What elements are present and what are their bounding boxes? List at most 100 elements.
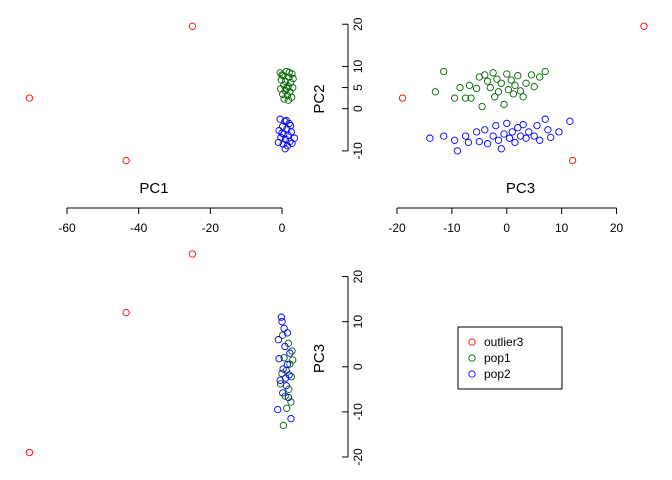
point-pop1: [516, 87, 525, 95]
point-pop1: [527, 71, 536, 79]
point-pop1: [287, 373, 295, 381]
point-pop1: [494, 88, 503, 96]
point-pop2: [544, 126, 552, 134]
point-pop2: [288, 139, 296, 147]
point-outlier3: [188, 22, 197, 30]
point-pop1: [486, 83, 494, 92]
point-pop1: [536, 73, 544, 81]
point-pop1: [284, 96, 293, 104]
legend-box: [457, 326, 563, 390]
x-tick-label: -40: [130, 221, 148, 235]
point-pop2: [279, 389, 287, 397]
point-pop1: [503, 70, 511, 78]
point-pop2: [283, 360, 292, 369]
point-pop2: [519, 121, 527, 129]
point-pop2: [286, 349, 294, 357]
point-pop1: [461, 94, 470, 102]
x-axis-title: PC3: [506, 180, 535, 197]
point-pop2: [281, 117, 289, 125]
point-pop2: [547, 133, 555, 142]
point-pop2: [489, 132, 497, 140]
point-pop1: [514, 72, 522, 80]
point-pop1: [431, 88, 440, 96]
point-pop2: [503, 119, 511, 128]
point-pop1: [278, 71, 286, 79]
legend-marker-outlier3: [468, 338, 476, 346]
point-pop2: [481, 126, 489, 134]
point-pop1: [456, 83, 464, 92]
x-tick-label: 0: [279, 221, 286, 235]
point-pop2: [453, 147, 462, 155]
y-tick-label: -20: [351, 448, 365, 466]
point-pop1: [281, 86, 289, 95]
point-pop1: [500, 100, 508, 109]
y-tick-label: 10: [351, 59, 365, 73]
point-outlier3: [122, 308, 130, 317]
point-pop1: [472, 84, 481, 93]
point-pop2: [277, 313, 285, 321]
legend-marker-pop2: [468, 370, 476, 378]
point-pop1: [278, 369, 286, 378]
y-tick-label: 0: [351, 105, 365, 112]
x-tick-label: -10: [443, 221, 461, 235]
point-pop2: [555, 128, 563, 136]
point-pop2: [461, 132, 470, 140]
point-pop1: [289, 356, 297, 364]
point-outlier3: [398, 94, 407, 102]
point-pop2: [497, 145, 505, 153]
point-pop2: [286, 121, 295, 130]
x-tick-label: -60: [58, 221, 76, 235]
point-pop2: [279, 365, 287, 373]
point-outlier3: [188, 250, 197, 258]
point-pop2: [536, 136, 544, 144]
legend-label: outlier3: [484, 335, 524, 349]
x-tick-label: 20: [610, 221, 624, 235]
point-pop2: [278, 318, 286, 326]
y-tick-label: 0: [351, 363, 365, 370]
point-pop1: [481, 71, 489, 79]
legend-marker-pop1: [468, 354, 476, 362]
point-pop2: [287, 415, 295, 423]
point-pop1: [519, 93, 527, 101]
point-pop1: [440, 67, 448, 76]
y-tick-label: 20: [351, 17, 365, 31]
point-outlier3: [122, 156, 130, 165]
legend-label: pop2: [484, 367, 511, 381]
point-pop1: [491, 93, 499, 101]
point-pop1: [279, 331, 287, 339]
point-pop1: [478, 102, 486, 111]
point-pop2: [286, 137, 294, 146]
y-tick-label: -10: [351, 142, 365, 160]
y-tick-label: -10: [351, 403, 365, 421]
x-tick-label: -20: [202, 221, 220, 235]
y-tick-label: 5: [351, 84, 365, 91]
point-pop2: [530, 132, 538, 140]
point-pop1: [504, 86, 513, 94]
point-pop1: [467, 94, 475, 102]
y-tick-label: 10: [351, 315, 365, 329]
point-pop2: [494, 136, 503, 144]
point-pop2: [274, 336, 283, 344]
point-pop2: [440, 132, 448, 140]
point-pop1: [280, 95, 288, 103]
point-pop1: [507, 76, 515, 84]
point-pop1: [530, 83, 538, 91]
point-pop1: [289, 75, 297, 83]
point-pop2: [279, 122, 287, 131]
y-axis-title: PC3: [311, 344, 328, 373]
point-pop2: [514, 124, 522, 132]
point-pop2: [279, 140, 287, 148]
point-pop2: [525, 128, 533, 136]
point-pop2: [274, 405, 282, 414]
point-pop2: [508, 128, 516, 136]
point-pop2: [500, 130, 508, 138]
point-outlier3: [568, 156, 577, 165]
point-pop2: [282, 382, 290, 390]
y-tick-label: 20: [351, 270, 365, 284]
legend-label: pop1: [484, 351, 511, 365]
x-tick-label: 0: [503, 221, 510, 235]
point-pop2: [278, 129, 286, 137]
point-pop2: [281, 342, 289, 351]
point-pop1: [465, 81, 474, 90]
point-pop1: [522, 79, 530, 87]
